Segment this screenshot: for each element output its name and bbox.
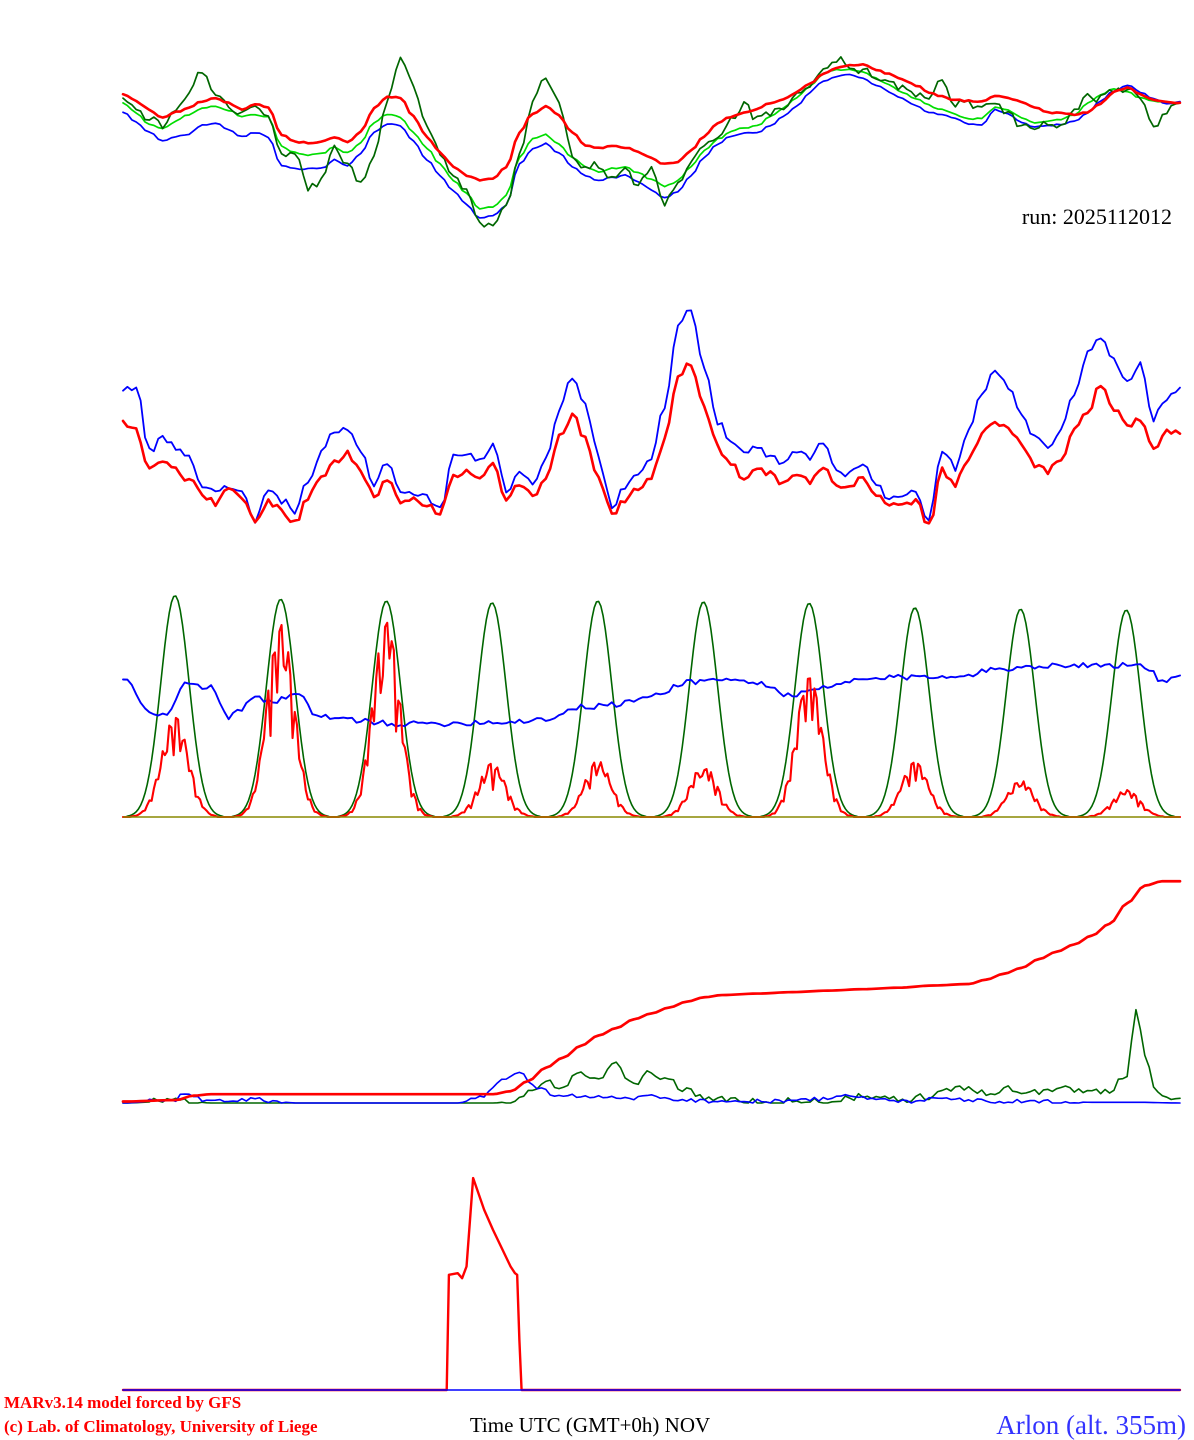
run-label: run: 2025112012 — [1022, 204, 1172, 229]
series-group-precip — [121, 879, 1182, 1104]
series-wind-gust — [122, 309, 1181, 524]
series-group-temperature — [121, 56, 1182, 228]
series-solar — [121, 621, 1182, 819]
annotations: run: 2025112012 MARv3.14 model forced by … — [4, 204, 1186, 1440]
series-snow-height — [121, 1176, 1182, 1392]
series-dewpoint-temp — [122, 68, 1168, 210]
footer-model-line: MARv3.14 model forced by GFS — [4, 1393, 241, 1412]
series-group-energy — [121, 595, 1182, 819]
series-group-snowheight — [121, 1176, 1182, 1392]
series-infrared — [122, 661, 1181, 728]
series-wind-speed — [121, 362, 1182, 525]
location-title: Arlon (alt. 355m) — [996, 1410, 1186, 1440]
footer-copyright-line: (c) Lab. of Climatology, University of L… — [4, 1417, 318, 1436]
series-total-cumulated — [121, 879, 1182, 1103]
series-temperature — [121, 62, 1182, 182]
series-vigne-temp — [122, 56, 1181, 228]
series-group-wind — [121, 309, 1182, 525]
series-liquid-precip — [122, 1008, 1181, 1104]
x-axis-title: Time UTC (GMT+0h) NOV — [470, 1413, 710, 1437]
series-snow-precip — [122, 1071, 1181, 1104]
